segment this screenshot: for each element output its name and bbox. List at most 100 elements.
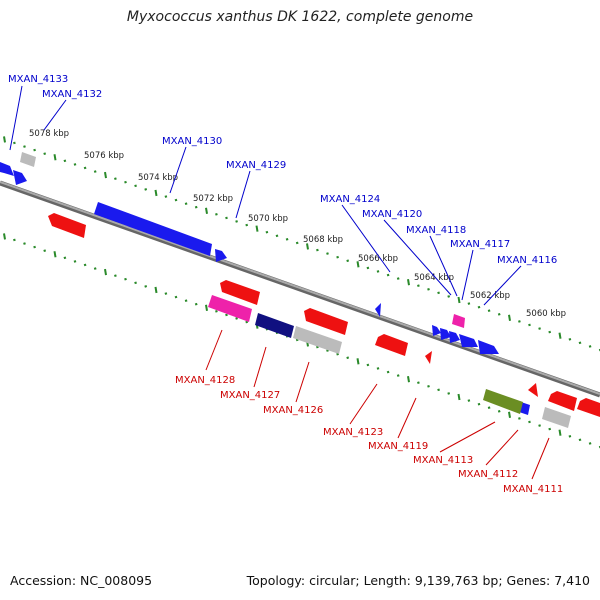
tick-mark: [497, 409, 501, 413]
gene-label-reverse[interactable]: MXAN_4113: [413, 455, 473, 466]
gene-label-forward[interactable]: MXAN_4118: [406, 225, 466, 236]
tick-mark: [194, 205, 198, 209]
tick-mark: [396, 277, 400, 280]
gene-block[interactable]: [13, 170, 27, 185]
tick-mark: [184, 202, 188, 205]
gene-block[interactable]: [48, 213, 86, 238]
gene-label-reverse[interactable]: MXAN_4112: [458, 469, 518, 480]
gene-label-forward[interactable]: MXAN_4132: [42, 89, 102, 100]
tick-mark: [336, 255, 339, 259]
gene-block[interactable]: [375, 334, 408, 356]
gene-label-forward[interactable]: MXAN_4117: [450, 239, 510, 250]
gene-block[interactable]: [483, 389, 523, 414]
gene-block[interactable]: [215, 249, 227, 262]
gene-block[interactable]: [577, 398, 600, 417]
tick-mark: [134, 281, 137, 285]
gene-block[interactable]: [449, 331, 460, 343]
gene-block[interactable]: [293, 326, 342, 354]
gene-label-reverse[interactable]: MXAN_4126: [263, 405, 323, 416]
gene-block[interactable]: [0, 162, 14, 176]
tick-mark: [174, 295, 178, 299]
gene-block[interactable]: [478, 340, 499, 354]
gene-label-forward[interactable]: MXAN_4116: [497, 255, 557, 266]
gene-block[interactable]: [528, 383, 538, 397]
tick-mark: [33, 148, 36, 152]
gene-label-reverse[interactable]: MXAN_4123: [323, 427, 383, 438]
tick-mark: [548, 330, 552, 334]
gene-block[interactable]: [208, 295, 252, 322]
tick-mark: [326, 349, 329, 352]
gene-block[interactable]: [548, 391, 577, 411]
tick-mark: [275, 234, 279, 238]
tick-mark: [376, 270, 380, 273]
tick-mark: [43, 249, 47, 253]
gene-block[interactable]: [432, 325, 441, 336]
gene-block[interactable]: [440, 328, 451, 340]
gene-label-reverse[interactable]: MXAN_4111: [503, 484, 563, 495]
tick-mark: [528, 323, 531, 327]
tick-mark: [366, 266, 370, 270]
tick-label: 5068 kbp: [303, 235, 343, 245]
tick-mark: [447, 295, 451, 298]
gene-label-forward[interactable]: MXAN_4133: [8, 74, 68, 85]
tick-mark: [235, 220, 238, 223]
gene-label-forward[interactable]: MXAN_4124: [320, 194, 380, 205]
tick-tracks: [3, 136, 600, 449]
tick-mark: [255, 225, 259, 232]
tick-mark: [3, 136, 6, 143]
tick-mark: [558, 429, 562, 436]
tick-mark: [538, 424, 541, 427]
tick-label: 5060 kbp: [526, 309, 566, 319]
gene-block[interactable]: [255, 313, 294, 338]
gene-block[interactable]: [304, 308, 348, 335]
tick-mark: [578, 341, 582, 345]
tick-mark: [124, 277, 127, 281]
tick-mark: [124, 180, 127, 184]
gene-label-forward[interactable]: MXAN_4129: [226, 160, 286, 171]
tick-mark: [93, 267, 97, 270]
gene-block[interactable]: [375, 303, 381, 317]
tick-mark: [114, 274, 117, 277]
tick-mark: [306, 243, 309, 250]
tick-labels: 5078 kbp 5076 kbp 5074 kbp 5072 kbp 5070…: [29, 129, 566, 319]
gene-block[interactable]: [542, 407, 571, 428]
tick-label: 5076 kbp: [84, 151, 124, 161]
tick-mark: [194, 302, 198, 306]
tick-mark: [568, 434, 572, 438]
tick-mark: [437, 388, 440, 392]
tick-mark: [497, 312, 501, 316]
gene-label-reverse[interactable]: MXAN_4119: [368, 441, 428, 452]
tick-mark: [73, 260, 77, 263]
tick-mark: [23, 242, 26, 245]
gene-label-forward[interactable]: MXAN_4120: [362, 209, 422, 220]
gene-block[interactable]: [452, 314, 465, 328]
gene-block[interactable]: [425, 351, 432, 364]
tick-mark: [295, 241, 299, 245]
tick-mark: [477, 305, 481, 309]
tick-mark: [376, 367, 380, 370]
gene-label-forward[interactable]: MXAN_4130: [162, 136, 222, 147]
tick-label: 5064 kbp: [414, 273, 454, 283]
genome-summary-text: Topology: circular; Length: 9,139,763 bp…: [246, 573, 590, 588]
tick-mark: [184, 299, 188, 302]
tick-mark: [427, 287, 430, 291]
gene-block[interactable]: [94, 202, 212, 256]
tick-mark: [63, 159, 67, 163]
tick-mark: [245, 223, 249, 227]
tick-mark: [245, 320, 249, 324]
gene-label-reverse[interactable]: MXAN_4127: [220, 390, 280, 401]
tick-mark: [487, 309, 491, 313]
gene-block[interactable]: [220, 280, 260, 305]
tick-mark: [457, 393, 461, 401]
tick-label: 5072 kbp: [193, 194, 233, 204]
tick-mark: [467, 302, 471, 305]
gene-block[interactable]: [20, 152, 36, 167]
tick-mark: [427, 384, 430, 388]
gene-label-reverse[interactable]: MXAN_4128: [175, 375, 235, 386]
tick-mark: [265, 230, 269, 234]
tick-label: 5074 kbp: [138, 173, 178, 183]
gene-block[interactable]: [459, 334, 478, 347]
tick-label: 5062 kbp: [470, 291, 510, 301]
tick-mark: [518, 320, 521, 323]
